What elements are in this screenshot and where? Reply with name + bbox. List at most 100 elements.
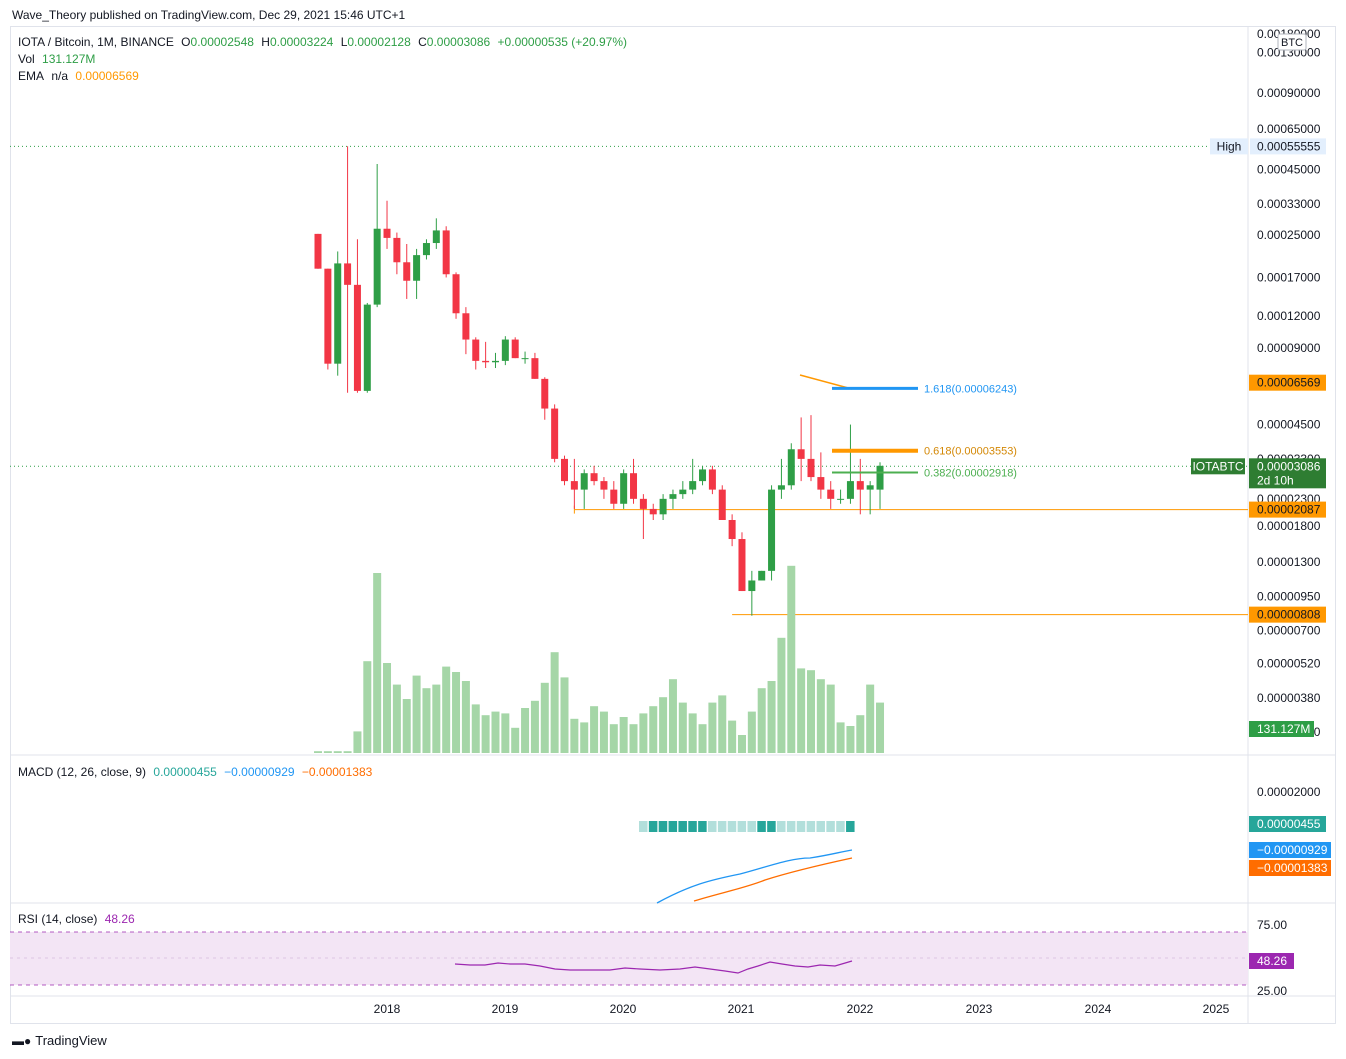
candle-body (610, 489, 618, 504)
volume-bar (323, 751, 332, 753)
volume-bar (481, 715, 490, 753)
candle-body (689, 481, 697, 490)
volume-bar (826, 684, 835, 753)
macd-histogram-bar (747, 821, 756, 832)
currency-badge (1277, 33, 1307, 51)
macd-line-value: −0.00000929 (224, 765, 295, 779)
candle-body (383, 228, 391, 238)
support2-price-tag-label: 0.00000808 (1257, 608, 1321, 622)
volume-bar (373, 573, 382, 753)
candle-body (344, 263, 352, 285)
rsi-y-tick-75: 75.00 (1257, 918, 1287, 932)
candle-body (590, 473, 598, 482)
volume-bar (757, 688, 766, 753)
high-tag-box (1210, 138, 1248, 155)
candle-body (659, 498, 667, 515)
last-price-label: 0.00003086 (1257, 459, 1321, 473)
volume-bar (876, 702, 885, 753)
candle-body (363, 304, 371, 391)
x-tick-label: 2020 (610, 1002, 637, 1016)
macd-signal-tag-box (1249, 860, 1331, 876)
low-label: L (340, 35, 348, 49)
candle-body (393, 237, 401, 263)
price-legend: IOTA / Bitcoin, 1M, BINANCE O0.00002548 … (18, 35, 631, 49)
volume-bar (797, 668, 806, 753)
ema-value: 0.00006569 (75, 69, 139, 83)
volume-bar (383, 663, 392, 753)
symbol-label[interactable]: IOTA / Bitcoin, 1M, BINANCE (18, 35, 174, 49)
y-tick-label: 0.00001800 (1257, 519, 1321, 533)
candle-body (580, 473, 588, 490)
macd-line (656, 849, 853, 904)
macd-label: MACD (12, 26, close, 9) (18, 765, 147, 779)
macd-signal-line (693, 857, 853, 902)
volume-bar (422, 688, 431, 753)
macd-histogram-bar (737, 821, 747, 832)
candle-body (422, 243, 430, 256)
volume-bar (314, 751, 322, 753)
volume-bar (570, 718, 579, 753)
low-value: 0.00002128 (347, 35, 411, 49)
volume-bar (846, 726, 855, 753)
candle-body (403, 262, 411, 281)
volume-bar (599, 711, 608, 753)
candle-body (817, 477, 825, 490)
volume-bar (471, 704, 480, 753)
y-tick-label: 0.00000700 (1257, 624, 1321, 638)
volume-bar (461, 681, 470, 753)
y-tick-label: 0.00065000 (1257, 122, 1321, 136)
candle-body (787, 449, 795, 486)
volume-bar (639, 713, 648, 753)
volume-bar (718, 695, 727, 753)
volume-bar (728, 720, 737, 753)
support2-price-tag-box (1249, 606, 1326, 623)
x-tick-label: 2021 (728, 1002, 755, 1016)
candle-body (649, 508, 657, 515)
volume-bar (747, 711, 756, 753)
countdown-label: 2d 10h (1257, 473, 1294, 487)
y-tick-label: 0.00017000 (1257, 270, 1321, 284)
tradingview-logo[interactable]: ▬● TradingView (12, 1033, 107, 1048)
macd-histogram-bar (836, 821, 845, 832)
volume-bar (442, 666, 451, 753)
vol-label: Vol (18, 52, 35, 66)
chart-frame[interactable] (10, 26, 1336, 1024)
volume-bar (678, 702, 687, 753)
candle-body (669, 494, 677, 499)
volume-bar (698, 724, 707, 753)
high-price-label: 0.00055555 (1257, 139, 1321, 153)
volume-bar (609, 724, 618, 753)
volume-bar (560, 677, 569, 753)
fib-label: 0.618(0.00003553) (924, 446, 1017, 458)
candle-body (639, 498, 647, 509)
candle-body (531, 358, 539, 379)
close-value: 0.00003086 (426, 35, 491, 49)
volume-bar (550, 652, 559, 753)
macd-histogram-bar (826, 821, 835, 832)
macd-histogram-bar (708, 821, 717, 832)
high-tag-label: High (1217, 139, 1242, 153)
symbol-tag-box (1191, 458, 1245, 475)
candle-body (728, 519, 736, 540)
x-tick-label: 2025 (1203, 1002, 1230, 1016)
change-value: +0.00000535 (+20.97%) (497, 35, 627, 49)
candle-body (679, 489, 687, 495)
candle-body (570, 481, 578, 490)
x-tick-label: 2024 (1085, 1002, 1112, 1016)
ema-label: EMA (18, 69, 45, 83)
macd-hist-tag-label: 0.00000455 (1257, 817, 1321, 831)
y-tick-label: 0.00000380 (1257, 691, 1321, 705)
macd-histogram-bar (727, 821, 737, 832)
volume-bar (737, 735, 746, 753)
candle-body (561, 458, 568, 482)
macd-histogram-bar (648, 821, 658, 832)
macd-histogram-bar (658, 821, 668, 832)
volume-bar (363, 661, 372, 753)
volume-bar (866, 684, 875, 753)
volume-bar (452, 672, 461, 753)
candle-body (718, 489, 726, 520)
open-value: 0.00002548 (190, 35, 254, 49)
macd-histogram-bar (698, 821, 707, 832)
macd-histogram-bar (678, 821, 687, 832)
